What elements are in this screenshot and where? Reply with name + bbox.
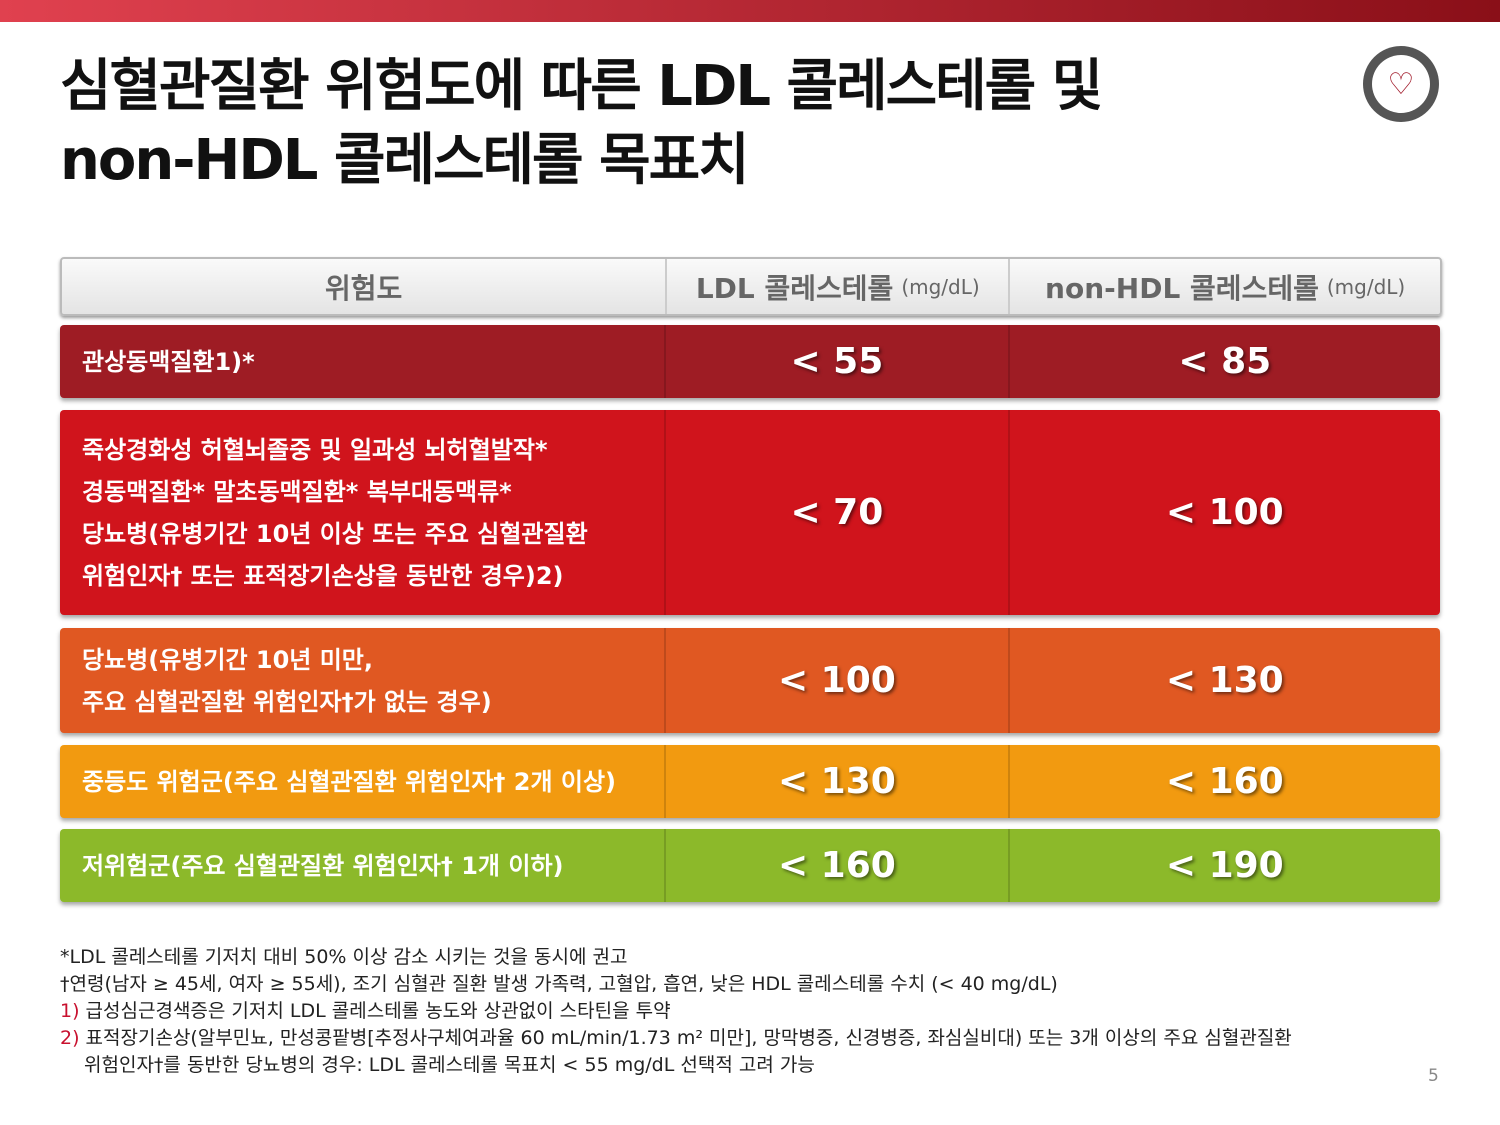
nonhdl-target: < 85 — [1007, 325, 1440, 398]
title-line-1: 심혈관질환 위험도에 따른 LDL 콜레스테롤 및 — [60, 54, 1103, 119]
title-line-2: non-HDL 콜레스테롤 목표치 — [60, 128, 750, 193]
header-ldl: LDL 콜레스테롤 (mg/dL) — [667, 259, 1011, 314]
nonhdl-target: < 130 — [1007, 628, 1440, 733]
footnote-text: 표적장기손상(알부민뇨, 만성콩팥병[추정사구체여과율 60 mL/min/1.… — [79, 1027, 1292, 1049]
header-label: LDL 콜레스테롤 — [695, 271, 894, 305]
ldl-target: < 100 — [664, 628, 1008, 733]
ksola-logo: ♡ — [1363, 46, 1439, 122]
footnote: 1) 급성심근경색증은 기저치 LDL 콜레스테롤 농도와 상관없이 스타틴을 … — [60, 998, 1292, 1025]
table-row: 중등도 위험군(주요 심혈관질환 위험인자† 2개 이상) < 130 < 160 — [60, 745, 1440, 818]
header-label: non-HDL 콜레스테롤 — [1045, 271, 1319, 305]
table-row: 저위험군(주요 심혈관질환 위험인자† 1개 이하) < 160 < 190 — [60, 829, 1440, 902]
risk-text: 당뇨병(유병기간 10년 미만, — [82, 645, 373, 674]
nonhdl-target: < 190 — [1007, 829, 1440, 902]
nonhdl-target: < 160 — [1007, 745, 1440, 818]
top-accent-bar — [0, 0, 1500, 22]
risk-text: 주요 심혈관질환 위험인자†가 없는 경우) — [82, 687, 492, 716]
table-header: 위험도 LDL 콜레스테롤 (mg/dL) non-HDL 콜레스테롤 (mg/dL… — [60, 257, 1442, 316]
footnote-number: 1) — [60, 1000, 80, 1022]
header-unit: (mg/dL) — [1326, 274, 1406, 299]
page-number: 5 — [1428, 1066, 1439, 1086]
nonhdl-target: < 100 — [1007, 410, 1440, 615]
table-row: 당뇨병(유병기간 10년 미만, 주요 심혈관질환 위험인자†가 없는 경우) < … — [60, 628, 1440, 733]
table-row: 죽상경화성 허혈뇌졸중 및 일과성 뇌허혈발작* 경동맥질환* 말초동맥질환* 복… — [60, 410, 1440, 615]
risk-cell: 당뇨병(유병기간 10년 미만, 주요 심혈관질환 위험인자†가 없는 경우) — [60, 628, 664, 733]
ldl-target: < 70 — [664, 410, 1008, 615]
footnote-number: 2) — [60, 1027, 80, 1049]
ldl-target: < 55 — [664, 325, 1008, 398]
ldl-target: < 130 — [664, 745, 1008, 818]
header-unit: (mg/dL) — [901, 274, 980, 299]
risk-cell: 죽상경화성 허혈뇌졸중 및 일과성 뇌허혈발작* 경동맥질환* 말초동맥질환* 복… — [60, 410, 664, 615]
header-nonhdl: non-HDL 콜레스테롤 (mg/dL) — [1010, 259, 1440, 314]
risk-cell: 관상동맥질환1)* — [60, 325, 664, 398]
risk-text: 경동맥질환* 말초동맥질환* 복부대동맥류* — [82, 477, 512, 506]
footnote-text: 급성심근경색증은 기저치 LDL 콜레스테롤 농도와 상관없이 스타틴을 투약 — [79, 1000, 671, 1022]
risk-text: 저위험군(주요 심혈관질환 위험인자† 1개 이하) — [82, 851, 564, 880]
risk-text: 죽상경화성 허혈뇌졸중 및 일과성 뇌허혈발작* — [82, 435, 548, 464]
risk-text: 중등도 위험군(주요 심혈관질환 위험인자† 2개 이상) — [82, 767, 617, 796]
footnote: †연령(남자 ≥ 45세, 여자 ≥ 55세), 조기 심혈관 질환 발생 가족… — [60, 973, 1058, 995]
footnote: *LDL 콜레스테롤 기저치 대비 50% 이상 감소 시키는 것을 동시에 권… — [60, 946, 628, 968]
risk-text: 관상동맥질환1)* — [82, 347, 255, 376]
heart-logo-icon: ♡ — [1372, 55, 1430, 113]
risk-cell: 중등도 위험군(주요 심혈관질환 위험인자† 2개 이상) — [60, 745, 664, 818]
table-row: 관상동맥질환1)* < 55 < 85 — [60, 325, 1440, 398]
risk-text: 위험인자† 또는 표적장기손상을 동반한 경우)2) — [82, 561, 564, 590]
page-title: 심혈관질환 위험도에 따른 LDL 콜레스테롤 및 non-HDL 콜레스테롤 … — [60, 50, 1103, 198]
risk-text: 당뇨병(유병기간 10년 이상 또는 주요 심혈관질환 — [82, 519, 588, 548]
header-risk: 위험도 — [62, 259, 668, 314]
footnotes: *LDL 콜레스테롤 기저치 대비 50% 이상 감소 시키는 것을 동시에 권… — [60, 944, 1292, 1079]
footnote: 2) 표적장기손상(알부민뇨, 만성콩팥병[추정사구체여과율 60 mL/min… — [60, 1025, 1292, 1052]
header-label: 위험도 — [324, 271, 403, 305]
ldl-target: < 160 — [664, 829, 1008, 902]
risk-cell: 저위험군(주요 심혈관질환 위험인자† 1개 이하) — [60, 829, 664, 902]
footnote: 위험인자†를 동반한 당뇨병의 경우: LDL 콜레스테롤 목표치 < 55 m… — [84, 1054, 815, 1076]
